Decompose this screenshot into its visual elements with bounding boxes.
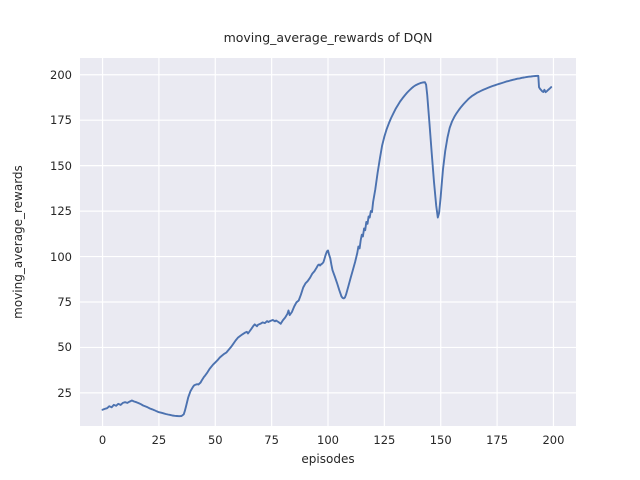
y-tick-label: 50: [57, 340, 72, 355]
y-tick-label: 200: [50, 67, 72, 82]
x-tick-label: 25: [151, 433, 167, 447]
y-axis-label-text: moving_average_rewards: [11, 165, 25, 319]
y-tick-label: 25: [57, 385, 72, 400]
y-tick-label: 150: [50, 158, 72, 173]
line-series: [101, 74, 553, 418]
x-tick-label: 100: [317, 433, 339, 447]
x-tick-label: 0: [98, 433, 107, 447]
x-tick-label: 200: [542, 433, 565, 447]
x-tick-label: 75: [264, 433, 279, 447]
x-axis-label: episodes: [301, 452, 355, 466]
y-tick-label: 175: [50, 113, 72, 128]
x-tick-label: 125: [373, 433, 396, 447]
x-tick-label: 150: [429, 433, 452, 447]
x-tick-label: 175: [486, 433, 509, 447]
x-tick-label: 50: [207, 433, 223, 447]
y-tick-label: 125: [50, 204, 72, 219]
y-tick-label: 100: [50, 249, 72, 264]
y-tick-label: 75: [57, 295, 72, 309]
chart-title: moving_average_rewards of DQN: [223, 30, 433, 45]
